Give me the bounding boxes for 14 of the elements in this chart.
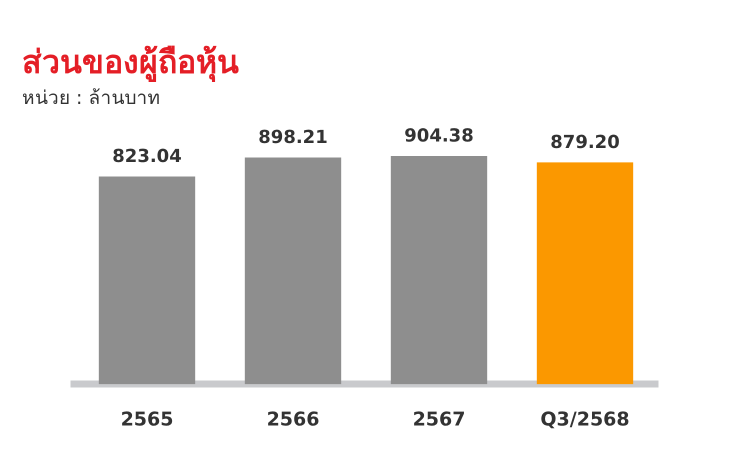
x-tick-label: 2565 xyxy=(120,408,174,431)
bar xyxy=(98,176,196,384)
x-tick-label: Q3/2568 xyxy=(540,408,630,431)
x-tick-label: 2567 xyxy=(412,408,466,431)
data-label: 898.21 xyxy=(258,127,328,148)
chart-title: ส่วนของผู้ถือหุ้น xyxy=(22,42,239,84)
data-label: 823.04 xyxy=(112,146,182,168)
bar xyxy=(390,156,488,384)
data-label: 879.20 xyxy=(550,132,620,154)
bar xyxy=(536,162,634,384)
data-label: 904.38 xyxy=(404,126,474,147)
chart-subtitle: หน่วย : ล้านบาท xyxy=(22,86,160,111)
bar xyxy=(244,158,342,384)
x-tick-label: 2566 xyxy=(266,408,320,431)
